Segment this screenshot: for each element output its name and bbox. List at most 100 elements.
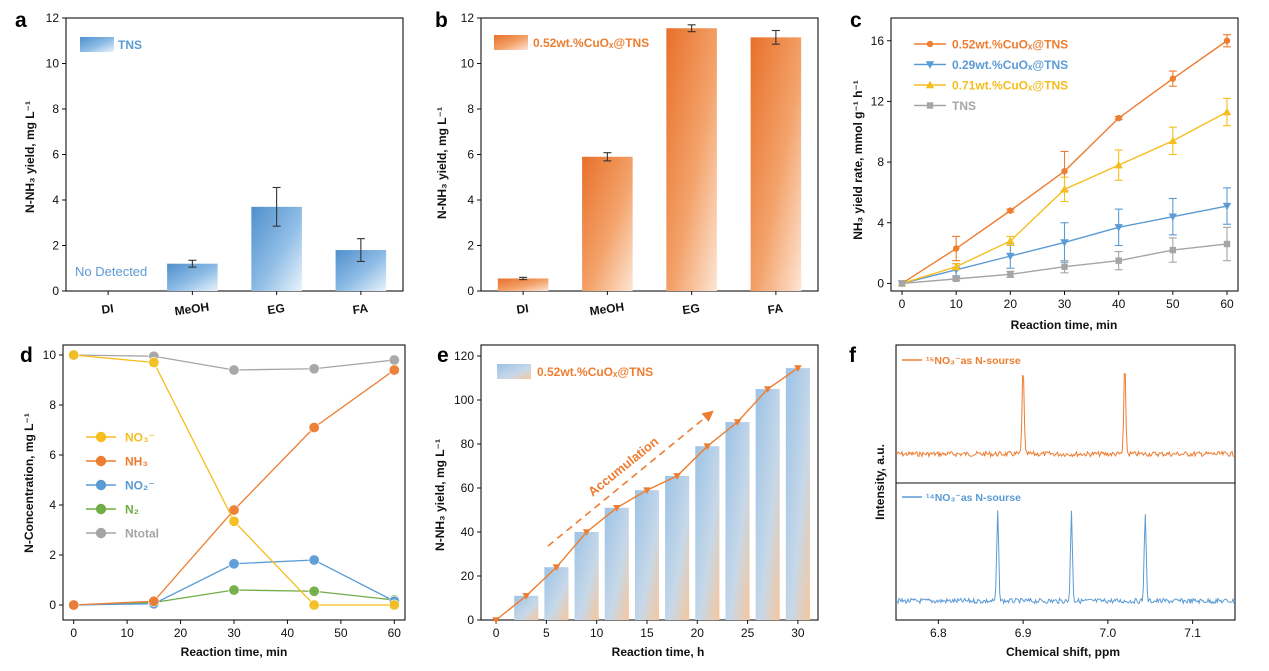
panel-d-legend-label: NO₂⁻: [125, 479, 155, 493]
panel-d-series-line: [73, 369, 395, 606]
panel-d-legend-marker: [95, 479, 107, 491]
panel-c-y-tick-label: 0: [877, 276, 884, 290]
panel-d-point: [388, 599, 400, 611]
panel-d-x-axis-label: Reaction time, min: [181, 645, 288, 659]
panel-d-frame: [62, 344, 406, 621]
panel-d-point: [308, 585, 320, 597]
panel-c-point: [952, 245, 960, 252]
panel-e-bar: [755, 389, 780, 620]
panel-d-x-tick-label: 60: [388, 626, 402, 640]
panel-c-point: [1169, 246, 1177, 254]
panel-d-point: [308, 421, 320, 433]
panel-c-legend-label: 0.52wt.%CuOₓ@TNS: [952, 38, 1068, 52]
panel-a-legend-swatch: [80, 37, 114, 52]
panel-c-y-tick-label: 12: [871, 94, 885, 108]
panel-c-point: [1223, 37, 1231, 44]
panel-b-y-tick-label: 2: [467, 239, 474, 253]
panel-e-point: [733, 419, 742, 426]
panel-e-y-tick-label: 120: [454, 349, 474, 363]
panel-b-category-label: DI: [516, 301, 530, 317]
panel-f-spectrum-15n: [895, 373, 1236, 459]
panel-a-y-axis-label: N-NH₃ yield, mg L⁻¹: [23, 101, 37, 213]
panel-b-category-label: EG: [682, 301, 701, 317]
panel-e-bar: [574, 532, 599, 620]
panel-e-x-tick-label: 25: [741, 626, 755, 640]
panel-c-point: [1060, 185, 1069, 193]
panel-c-x-tick-label: 60: [1220, 297, 1234, 311]
panel-d-legend-marker: [95, 503, 107, 515]
panel-d-x-tick-label: 30: [227, 626, 241, 640]
panel-e-bar: [544, 567, 569, 620]
panel-label-a: a: [15, 9, 27, 32]
panel-label-b: b: [435, 9, 448, 32]
panel-c-x-tick-label: 0: [899, 297, 906, 311]
panel-d-y-tick-label: 8: [49, 398, 56, 412]
panel-e-point: [643, 487, 651, 494]
panel-d-legend-label: N₂: [125, 503, 139, 517]
panel-e-y-tick-label: 40: [461, 525, 475, 539]
panel-e-x-tick-label: 20: [691, 626, 705, 640]
panel-d-legend-label: NO₃⁻: [125, 431, 155, 445]
panel-e-bar: [785, 368, 810, 620]
panel-f-x-tick-label: 6.9: [1015, 626, 1032, 640]
panel-b-bars: [497, 24, 802, 292]
panel-a-y-tick-label: 6: [52, 148, 59, 162]
panel-d-point: [308, 554, 320, 566]
panel-c-x-tick-label: 30: [1058, 297, 1072, 311]
panel-e-bar: [725, 422, 750, 620]
panel-c-point: [1061, 167, 1068, 175]
panel-e-x-tick-label: 10: [590, 626, 604, 640]
panel-b-bar-di: [497, 278, 549, 291]
panel-d-x-tick-label: 10: [120, 626, 134, 640]
panel-b-y-axis-label: N-NH₃ yield, mg L⁻¹: [435, 107, 449, 219]
panel-c-legend-marker: [925, 61, 935, 69]
panel-e-point: [522, 593, 531, 600]
panel-c-point: [1115, 114, 1122, 122]
panel-e-legend-label: 0.52wt.%CuOₓ@TNS: [537, 365, 653, 379]
panel-e-line: [492, 365, 802, 624]
panel-e-x-tick-label: 15: [640, 626, 654, 640]
panel-label-d: d: [20, 344, 33, 367]
panel-c-legend-label: 0.71wt.%CuOₓ@TNS: [952, 79, 1068, 93]
panel-c-point: [1007, 207, 1014, 214]
panel-d-point: [228, 515, 240, 527]
panel-d-y-tick-label: 10: [43, 348, 57, 362]
panel-a-bars: [167, 186, 387, 291]
panel-c-point: [1168, 213, 1178, 221]
panel-label-c: c: [850, 9, 862, 32]
panel-a-category-label: MeOH: [174, 300, 210, 319]
panel-d-point: [228, 364, 240, 376]
panel-c-point: [1006, 236, 1015, 245]
panel-e-legend-swatch: [497, 364, 531, 379]
panel-c-legend-marker: [926, 40, 934, 48]
panel-d-point: [68, 599, 80, 611]
panel-f-spectra: [895, 373, 1236, 606]
panel-d-legend-label: NH₃: [125, 455, 148, 469]
panel-a-legend-label: TNS: [118, 38, 142, 52]
panel-b-y-tick-label: 0: [467, 284, 474, 298]
panel-d-point: [308, 599, 320, 611]
panel-d-point: [308, 363, 320, 375]
panel-a-y-tick-label: 2: [52, 239, 59, 253]
panel-a-bar-meoh: [167, 263, 218, 291]
panel-e-bar: [634, 490, 660, 620]
panel-e-x-tick-label: 5: [543, 626, 550, 640]
panel-b-bar-fa: [750, 37, 802, 292]
panel-c-x-tick-label: 40: [1112, 297, 1126, 311]
panel-b-axes: 0 2 4 6 8 10 12 DI MeOH EG FA: [461, 11, 819, 318]
panel-e-point: [673, 473, 681, 480]
panel-d-point: [148, 595, 160, 607]
panel-c-point: [1222, 202, 1232, 211]
panel-c-x-tick-label: 20: [1004, 297, 1018, 311]
panel-c-point: [1114, 224, 1123, 232]
panel-d-legend-marker: [95, 527, 107, 539]
panel-f-x-tick-label: 7.1: [1184, 626, 1201, 640]
panel-d-point: [148, 356, 160, 368]
panel-c-x-axis-label: Reaction time, min: [1011, 318, 1118, 332]
panel-c-axes: 0 4 8 12 16 0 10 20 30 40 50 60: [871, 17, 1239, 311]
panel-d-series: [68, 349, 400, 611]
panel-d-x-tick-label: 40: [281, 626, 295, 640]
panel-a-no-detected-annotation: No Detected: [75, 264, 147, 279]
panel-c-y-axis-label: NH₃ yield rate, mmol g⁻¹ h⁻¹: [851, 80, 865, 240]
